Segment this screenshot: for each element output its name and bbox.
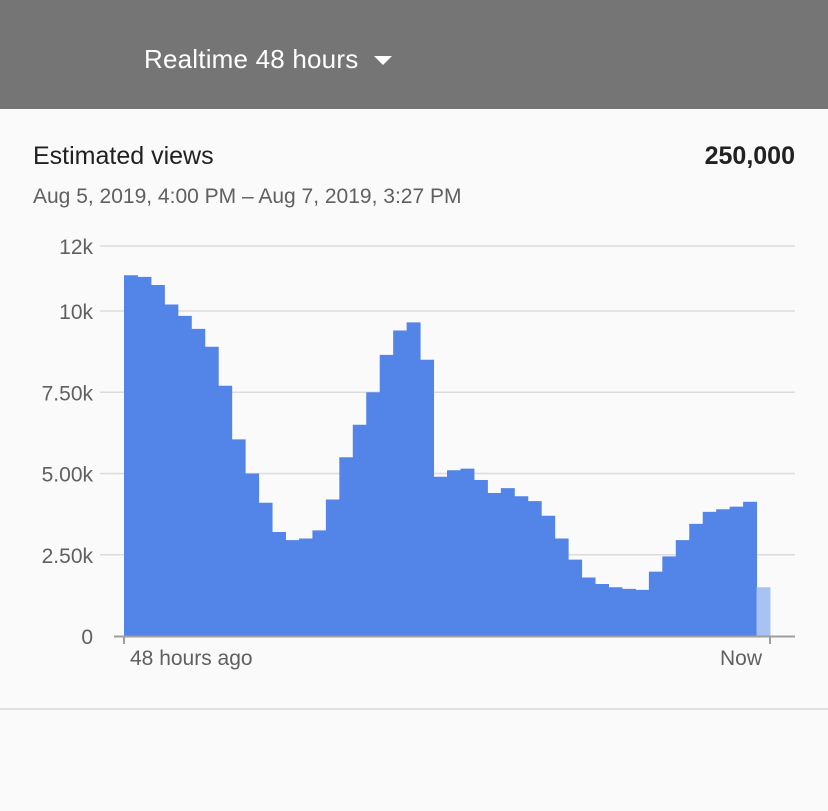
bar [285,540,300,636]
bar [608,587,623,636]
bar [487,493,502,636]
bar [245,473,260,636]
bar [514,496,529,636]
bar [460,468,475,636]
bar [568,559,583,636]
bar [743,501,758,636]
bar [124,275,138,636]
y-axis-labels: 0 2.50k 5.00k 7.50k 10k 12k [42,236,94,649]
bar [433,476,448,636]
bar [339,457,354,636]
bar [272,532,286,636]
bar [500,488,515,636]
bar [298,538,313,636]
bar [473,480,488,636]
period-dropdown[interactable]: Realtime 48 hours [144,44,393,75]
bar [137,276,152,636]
card-divider [0,708,828,710]
top-bar: Realtime 48 hours [0,0,828,109]
views-total: 250,000 [704,142,795,170]
bar [312,530,327,636]
bar [164,304,179,636]
bar [379,354,394,636]
bar [689,523,704,636]
bar-current-partial [756,587,771,636]
bar [702,511,717,636]
x-label-start: 48 hours ago [130,647,253,670]
bar [406,322,421,636]
bar [420,359,435,636]
dropdown-caret-icon [374,56,393,65]
card-title: Estimated views [33,142,214,170]
bar [635,589,650,636]
bar [554,538,569,636]
x-axis [114,635,795,644]
bar [648,571,663,636]
bar [177,315,192,636]
y-tick-label: 10k [59,301,93,324]
bar [595,584,609,636]
x-label-end: Now [720,647,763,670]
bar [729,506,744,636]
bar [621,588,636,636]
bar [675,540,690,636]
views-bar-chart: 0 2.50k 5.00k 7.50k 10k 12k 48 hours ago Now [42,236,795,670]
bar [325,499,340,636]
y-tick-label: 12k [59,236,93,259]
bar [150,285,165,636]
period-label: Realtime 48 hours [144,44,359,74]
bar [366,392,381,636]
bar [393,330,408,636]
bar [447,470,461,636]
bar [662,556,677,636]
bar [258,502,273,636]
bar [581,577,596,636]
y-tick-label: 7.50k [42,382,94,405]
y-tick-label: 5.00k [42,464,94,487]
bar [716,509,731,636]
bar [352,424,367,636]
bar [527,501,542,636]
bar [231,439,246,636]
bar [191,328,206,636]
bar [541,515,556,636]
y-tick-label: 0 [81,626,93,649]
date-range: Aug 5, 2019, 4:00 PM – Aug 7, 2019, 3:27… [33,185,462,208]
y-tick-label: 2.50k [42,545,94,568]
bar [218,385,233,636]
bar [204,346,219,636]
bars [124,275,771,636]
